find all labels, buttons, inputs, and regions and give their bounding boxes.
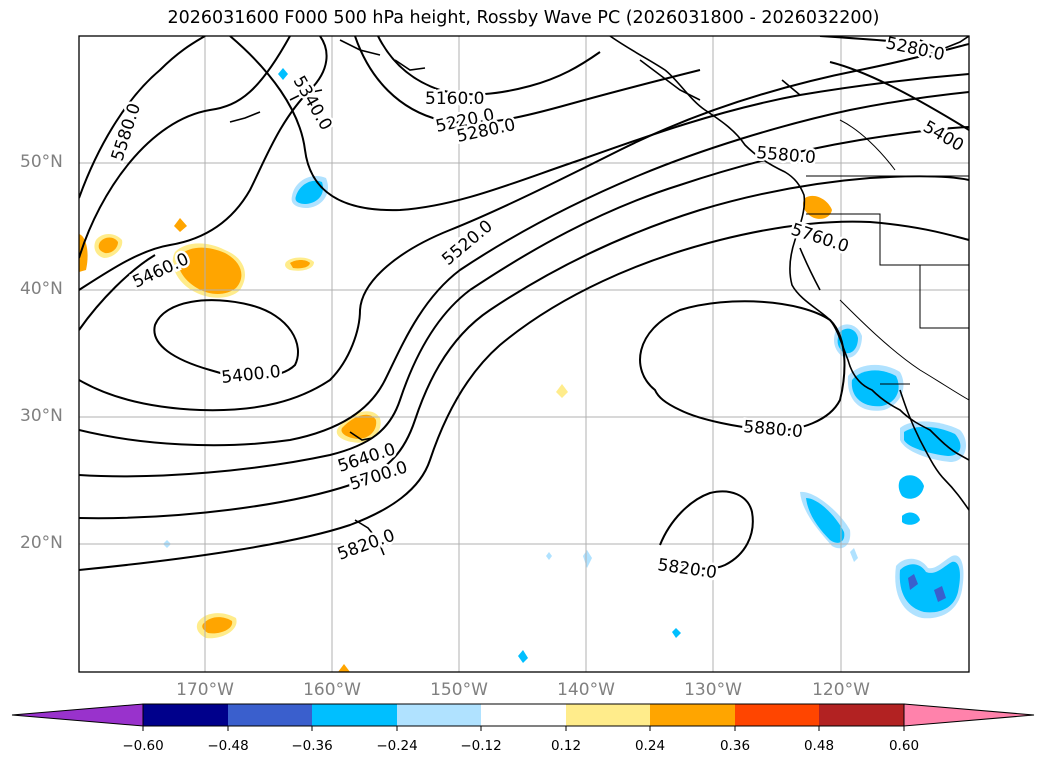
contour-label-5400-ne: 5400 [920,117,967,156]
contour-label-5580-east: 5580.0 [756,143,817,168]
contour-label-5280-ne: 5280.0 [884,33,946,65]
map-title: 2026031600 F000 500 hPa height, Rossby W… [167,8,880,28]
colorbar-bin-9 [819,704,904,726]
lon-label-140w: 140°W [557,680,615,700]
colorbar-tick-label: −0.48 [207,738,249,754]
colorbar-tick-label: 0.48 [803,738,835,754]
colorbar-tick-label: −0.24 [376,738,418,754]
contour-labels: 5280.0 5340.0 5160.0 5220.0 5280.0 5400 … [105,33,969,586]
contour-label-5880: 5880.0 [743,417,804,442]
colorbar-bin-6 [566,704,650,726]
colorbar-bin-3 [312,704,397,726]
colorbar-tick-label: −0.12 [460,738,502,754]
lat-label-30n: 30°N [20,406,63,426]
contour-label-5520: 5520.0 [438,216,496,270]
colorbar-tick-label: 0.36 [719,738,751,754]
colorbar-tick-label: 0.12 [550,738,582,754]
colorbar-bin-8 [735,704,819,726]
contour-label-5760: 5760.0 [788,220,851,257]
negative-anomaly-shading [163,68,966,663]
lon-label-130w: 130°W [684,680,742,700]
contour-label-5400: 5400.0 [220,362,281,388]
colorbar-bin-7 [650,704,735,726]
contour-label-5820-west: 5820.0 [335,526,398,565]
colorbar-tick-label: 0.60 [888,738,920,754]
contour-label-5160: 5160.0 [425,89,484,109]
colorbar-min-extend [11,703,144,727]
state-borders [806,119,969,401]
lon-label-150w: 150°W [430,680,488,700]
colorbar-bin-5 [481,704,566,726]
height-contours [79,36,969,571]
lon-label-170w: 170°W [176,680,234,700]
plot-frame [78,35,970,673]
colorbar-tick-label: −0.60 [122,738,164,754]
colorbar-tick-label: −0.36 [291,738,333,754]
colorbar-tick-label: 0.24 [634,738,666,754]
colorbar-bin-4 [397,704,481,726]
colorbar-bin-2 [228,704,312,726]
contour-label-5820-south: 5820.0 [656,555,718,583]
contour-label-5580-west: 5580.0 [108,101,145,164]
lat-label-40n: 40°N [20,279,63,299]
graticule [79,36,969,672]
colorbar [11,703,1035,731]
coastlines [229,36,969,556]
lon-label-160w: 160°W [303,680,361,700]
colorbar-frame [142,703,905,727]
colorbar-max-extend [903,703,1035,727]
colorbar-bin-1 [143,704,228,726]
contour-label-5340: 5340.0 [289,73,336,135]
lon-label-120w: 120°W [812,680,870,700]
lat-label-50n: 50°N [20,152,63,172]
lat-label-20n: 20°N [20,533,63,553]
